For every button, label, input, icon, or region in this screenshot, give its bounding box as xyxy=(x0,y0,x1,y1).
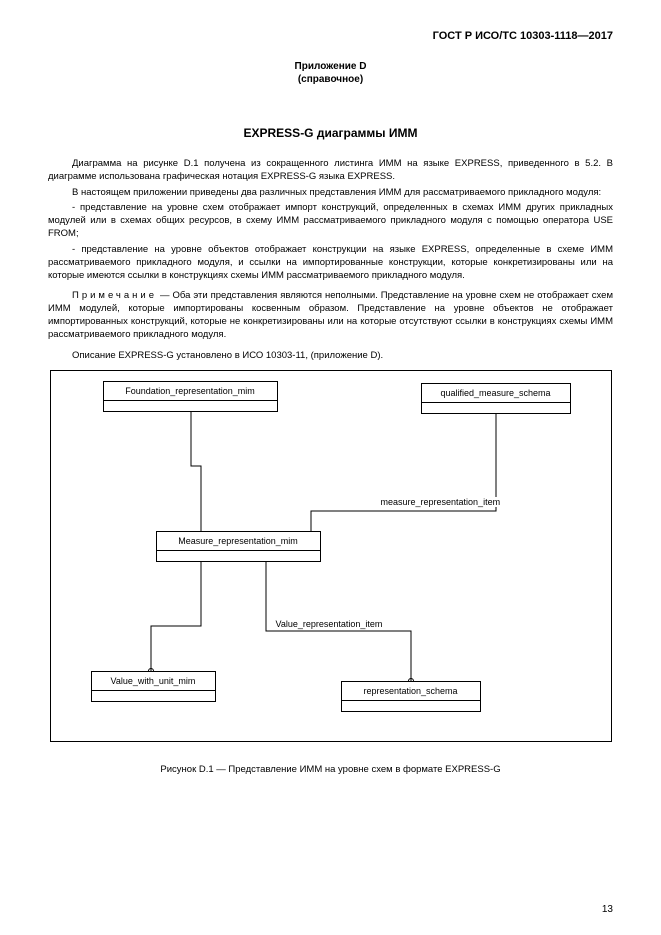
note-paragraph: Примечание — Оба эти представления являю… xyxy=(48,290,613,341)
schema-label: qualified_measure_schema xyxy=(422,384,570,403)
schema-empty-row xyxy=(104,401,277,411)
schema-box-value-with-unit-mim: Value_with_unit_mim xyxy=(91,671,216,702)
paragraph: Описание EXPRESS-G установлено в ИСО 103… xyxy=(48,350,613,363)
page-number: 13 xyxy=(602,904,613,915)
paragraph: Диаграмма на рисунке D.1 получена из сок… xyxy=(48,158,613,184)
diagram-edge xyxy=(311,411,496,531)
schema-empty-row xyxy=(342,701,480,711)
schema-box-measure-representation-mim: Measure_representation_mim xyxy=(156,531,321,562)
schema-label: Measure_representation_mim xyxy=(157,532,320,551)
doc-code: ГОСТ Р ИСО/ТС 10303-1118—2017 xyxy=(48,30,613,42)
appendix-line1: Приложение D xyxy=(295,61,367,72)
appendix-line2: (справочное) xyxy=(298,74,363,85)
document-page: ГОСТ Р ИСО/ТС 10303-1118—2017 Приложение… xyxy=(0,0,661,935)
schema-label: Value_with_unit_mim xyxy=(92,672,215,691)
schema-box-representation-schema: representation_schema xyxy=(341,681,481,712)
edge-label-value-representation-item: Value_representation_item xyxy=(276,619,383,629)
schema-empty-row xyxy=(92,691,215,701)
paragraph: - представление на уровне объектов отобр… xyxy=(48,244,613,282)
schema-box-qualified-measure-schema: qualified_measure_schema xyxy=(421,383,571,414)
schema-empty-row xyxy=(422,403,570,413)
schema-empty-row xyxy=(157,551,320,561)
appendix-heading: Приложение D (справочное) xyxy=(48,60,613,86)
section-title: EXPRESS-G диаграммы ИММ xyxy=(48,126,613,140)
expressg-diagram: Foundation_representation_mim qualified_… xyxy=(50,370,612,742)
schema-label: Foundation_representation_mim xyxy=(104,382,277,401)
figure-caption: Рисунок D.1 — Представление ИММ на уровн… xyxy=(48,764,613,775)
note-label: Примечание xyxy=(72,290,157,301)
schema-label: representation_schema xyxy=(342,682,480,701)
paragraph: В настоящем приложении приведены два раз… xyxy=(48,187,613,200)
diagram-edge xyxy=(191,409,201,531)
diagram-edge xyxy=(151,559,201,671)
edge-label-measure-representation-item: measure_representation_item xyxy=(381,497,501,507)
paragraph: - представление на уровне схем отображае… xyxy=(48,202,613,240)
schema-box-foundation-representation-mim: Foundation_representation_mim xyxy=(103,381,278,412)
